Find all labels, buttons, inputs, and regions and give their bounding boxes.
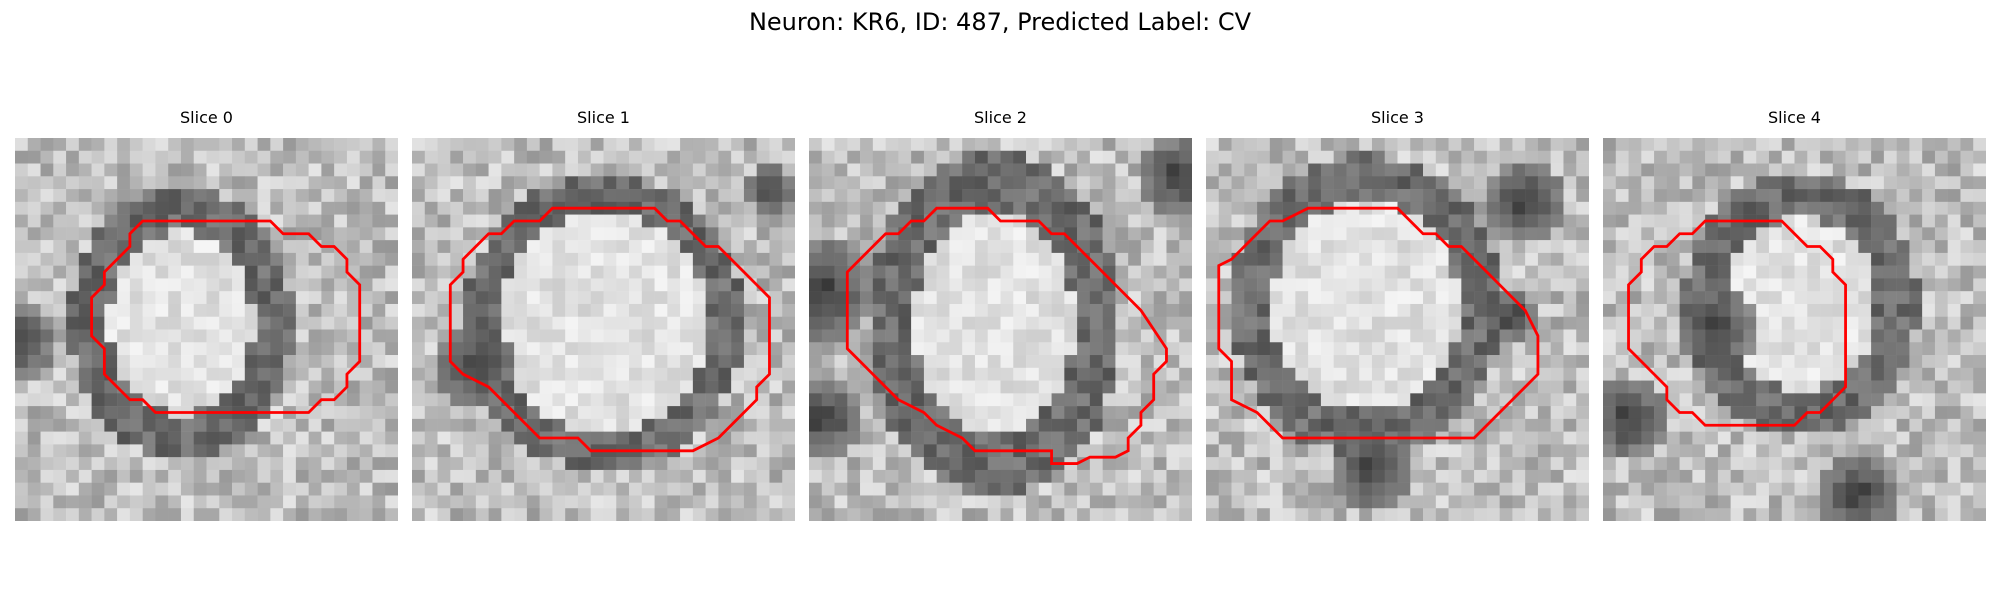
pixel-grid <box>809 138 1192 521</box>
cell-contour <box>1627 219 1847 427</box>
pixel-grid <box>15 138 398 521</box>
pixel-grid <box>1206 138 1589 521</box>
cell-contour <box>845 206 1168 465</box>
slice-panel-2: Slice 2 <box>809 108 1192 521</box>
cell-contour <box>1217 206 1540 440</box>
cell-contour <box>90 219 362 414</box>
slice-panel-3: Slice 3 <box>1206 108 1589 521</box>
slice-image <box>15 138 398 521</box>
slice-panel-4: Slice 4 <box>1603 108 1986 521</box>
slice-title: Slice 3 <box>1371 108 1424 127</box>
slice-title: Slice 0 <box>180 108 233 127</box>
slice-image <box>809 138 1192 521</box>
cell-contour <box>448 206 771 453</box>
pixel-grid <box>1603 138 1986 521</box>
slice-image <box>1206 138 1589 521</box>
slice-title: Slice 4 <box>1768 108 1821 127</box>
slice-title: Slice 2 <box>974 108 1027 127</box>
slice-image <box>1603 138 1986 521</box>
slice-image <box>412 138 795 521</box>
slice-panel-1: Slice 1 <box>412 108 795 521</box>
slice-panel-0: Slice 0 <box>15 108 398 521</box>
pixel-grid <box>412 138 795 521</box>
slice-title: Slice 1 <box>577 108 630 127</box>
figure-title: Neuron: KR6, ID: 487, Predicted Label: C… <box>748 8 1252 36</box>
